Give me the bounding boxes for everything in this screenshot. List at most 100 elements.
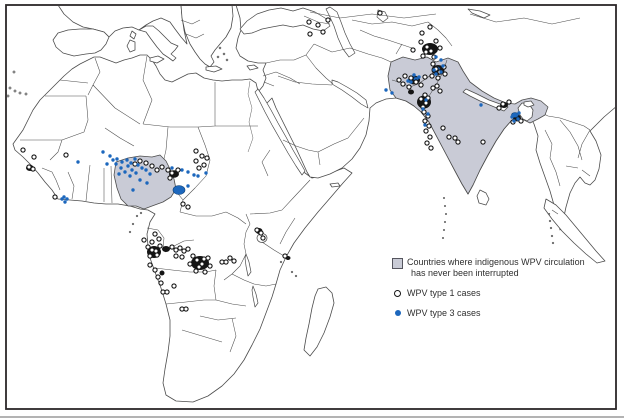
wpv3-case-marker [434,55,438,59]
wpv1-case-marker [30,166,36,172]
wpv3-case-marker [136,163,140,167]
canary-islands-specks [13,89,17,93]
landmass-africa [12,54,353,403]
wpv1-case-marker [518,118,524,124]
legend: Countries where indigenous WPV circulati… [390,257,610,328]
wpv3-case-marker [131,188,135,192]
wpv1-case-marker [426,123,432,129]
island-socotra [329,182,341,188]
wpv1-case-marker [204,155,210,161]
island-specks-layer [7,46,555,278]
wpv1-case-cluster [408,89,414,95]
wpv1-case-marker [143,160,149,166]
wpv3-case-marker [134,171,138,175]
landmass-europe-west [58,6,188,45]
aegean-islands-specks [222,52,226,56]
wpv1-case-cluster [162,246,170,252]
wpv1-case-marker [320,29,326,35]
wpv1-case-marker [149,239,155,245]
wpv1-case-marker [193,148,199,154]
wpv1-case-marker [31,154,37,160]
wpv1-case-marker [173,247,179,253]
country-borders-layer [20,11,591,353]
wpv3-case-marker [426,112,430,116]
maldives-specks [443,220,447,224]
wpv3-case-marker [390,91,394,95]
wpv1-case-marker [402,73,408,79]
legend-endemic-line2: has never been interrupted [411,268,519,278]
landmass-iberia [52,28,110,57]
lake-malawi [251,285,259,308]
wpv1-case-marker [155,274,161,280]
wpv1-case-marker [315,22,321,28]
wpv3-case-marker [145,181,149,185]
landmass-balkans-greece [180,6,234,68]
wpv3-case-marker [412,73,416,77]
wpv3-case-marker [60,197,64,201]
andaman-islands-specks [547,212,551,216]
wpv3-case-marker [130,168,134,172]
island-sardinia [126,39,136,53]
wpv1-case-marker [147,253,153,259]
wpv3-case-marker [423,123,427,127]
canary-islands-specks [24,92,28,96]
wpv1-case-marker [422,92,428,98]
wpv1-case-marker [413,79,419,85]
wpv1-case-marker [434,83,440,89]
wpv3-case-marker [434,72,438,76]
wpv1-case-marker [167,175,173,181]
aegean-islands-specks [216,55,220,59]
wpv1-case-marker [437,88,443,94]
landmass-bangladesh [517,102,534,122]
land-layer [12,6,615,403]
wpv3-case-marker [148,172,152,176]
landmass-sumatra [543,198,606,264]
landmass-nepal [462,88,509,112]
maldives-specks [442,228,446,232]
wpv1-case-marker [157,243,163,249]
wpv1-case-marker [418,39,424,45]
wpv1-case-marker [452,135,458,141]
wpv3-case-marker [119,166,123,170]
wpv1-case-marker [20,147,26,153]
wpv1-case-marker [156,236,162,242]
wpv1-case-marker [506,99,512,105]
wpv3-case-marker [115,157,119,161]
wpv3-case-marker [439,70,443,74]
wpv1-case-marker [400,81,406,87]
wpv1-case-marker [199,261,205,267]
wpv1-case-cluster [159,270,165,276]
caspian-sea [325,6,356,58]
wpv1-case-marker [173,253,179,259]
andaman-islands-specks [550,234,554,238]
wpv1-case-marker [201,162,207,168]
wpv1-case-marker [26,164,32,170]
legend-item-endemic: Countries where indigenous WPV circulati… [390,257,610,279]
wpv1-case-marker [422,118,428,124]
wpv3-case-marker [441,64,445,68]
landmass-italy [138,25,179,62]
wpv1-case-marker [420,53,426,59]
wpv1-case-marker [427,134,433,140]
wpv1-case-marker [180,201,186,207]
wpv1-case-marker [500,101,506,107]
wpv1-case-marker [152,231,158,237]
wpv1-case-marker [171,283,177,289]
wpv3-case-marker [140,166,144,170]
wpv1-case-marker [424,44,430,50]
gulf-of-guinea-islands-specks [128,230,132,234]
wpv1-case-marker [423,49,429,55]
wpv3-case-marker [180,168,184,172]
maldives-specks [443,204,447,208]
gulf-of-guinea-islands-specks [131,222,135,226]
wpv1-case-marker [137,158,143,164]
wpv1-case-marker [154,167,160,173]
wpv1-case-marker [258,230,264,236]
wpv1-case-marker [194,257,200,263]
wpv3-case-marker [186,170,190,174]
island-cyprus [246,64,259,71]
wpv1-case-marker [193,268,199,274]
wpv3-case-marker [108,154,112,158]
gulf-of-guinea-islands-specks [135,214,139,218]
wpv3-case-marker [111,158,115,162]
